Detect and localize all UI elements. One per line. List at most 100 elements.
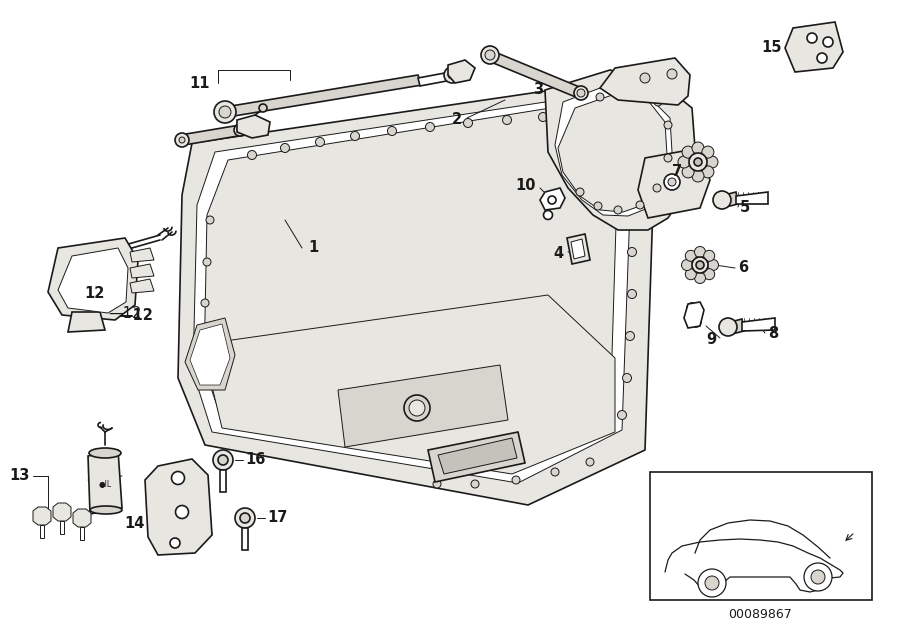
Polygon shape [190,324,230,385]
Circle shape [206,216,214,224]
Circle shape [237,127,243,133]
Circle shape [544,210,553,220]
Text: —12: —12 [108,307,141,321]
Circle shape [485,50,495,60]
Circle shape [694,158,702,166]
Polygon shape [178,83,655,505]
Text: 00089867: 00089867 [728,608,792,622]
Polygon shape [40,525,44,538]
Circle shape [692,257,708,273]
Circle shape [235,508,255,528]
Circle shape [678,156,690,168]
Polygon shape [720,192,738,208]
Text: 13: 13 [10,469,30,483]
Text: 6: 6 [738,260,748,276]
Circle shape [201,381,209,389]
Polygon shape [418,72,452,86]
Circle shape [219,106,231,118]
Circle shape [409,400,425,416]
Polygon shape [130,264,154,278]
Circle shape [692,142,704,154]
Polygon shape [567,234,590,264]
Polygon shape [193,96,632,483]
Circle shape [627,290,636,298]
Circle shape [617,410,626,420]
Polygon shape [60,521,64,534]
Polygon shape [448,60,475,83]
Polygon shape [338,365,508,447]
Circle shape [594,202,602,210]
Polygon shape [438,438,517,474]
Circle shape [653,184,661,192]
Polygon shape [220,470,226,492]
Text: 16: 16 [245,453,266,467]
Circle shape [448,71,456,79]
Circle shape [719,318,737,336]
Circle shape [203,258,211,266]
Circle shape [623,373,632,382]
Circle shape [200,340,208,348]
Polygon shape [68,312,105,332]
Circle shape [704,269,715,279]
Circle shape [281,144,290,152]
Text: 17: 17 [267,511,287,526]
Circle shape [705,576,719,590]
Circle shape [694,319,698,324]
Polygon shape [48,238,138,320]
Circle shape [631,84,639,92]
Text: 9: 9 [706,333,716,347]
Text: 4: 4 [553,246,563,260]
Circle shape [687,303,697,313]
Polygon shape [545,70,695,230]
Circle shape [577,89,585,97]
Circle shape [213,450,233,470]
Polygon shape [237,115,270,138]
Text: 14: 14 [124,516,145,530]
Circle shape [682,166,694,178]
Polygon shape [785,22,843,72]
Circle shape [626,331,634,340]
Circle shape [574,86,588,100]
Circle shape [681,260,692,271]
Polygon shape [242,528,248,550]
Circle shape [179,137,185,143]
Circle shape [350,131,359,140]
Circle shape [664,121,672,129]
Polygon shape [428,432,525,482]
Circle shape [668,178,676,186]
Polygon shape [225,75,422,117]
Circle shape [696,261,704,269]
Circle shape [464,119,472,128]
Circle shape [596,93,604,101]
Circle shape [691,317,701,327]
Circle shape [667,69,677,79]
Circle shape [240,513,250,523]
Polygon shape [558,93,667,212]
Polygon shape [88,450,122,514]
Circle shape [702,146,714,158]
Polygon shape [540,188,565,210]
Circle shape [817,53,827,63]
Circle shape [234,124,246,136]
Circle shape [444,67,460,83]
Polygon shape [684,302,704,328]
Circle shape [811,570,825,584]
Circle shape [689,153,707,171]
Polygon shape [742,318,775,331]
Ellipse shape [89,448,121,458]
Circle shape [691,158,699,166]
Circle shape [614,206,622,214]
Polygon shape [638,148,710,218]
Circle shape [433,480,441,488]
Circle shape [695,246,706,258]
Polygon shape [571,239,585,259]
Polygon shape [555,85,672,216]
Text: 3: 3 [533,83,543,98]
Circle shape [551,468,559,476]
Circle shape [664,154,672,162]
Polygon shape [130,248,154,262]
Circle shape [586,458,594,466]
Circle shape [713,191,731,209]
Polygon shape [58,248,128,313]
Polygon shape [180,125,244,145]
